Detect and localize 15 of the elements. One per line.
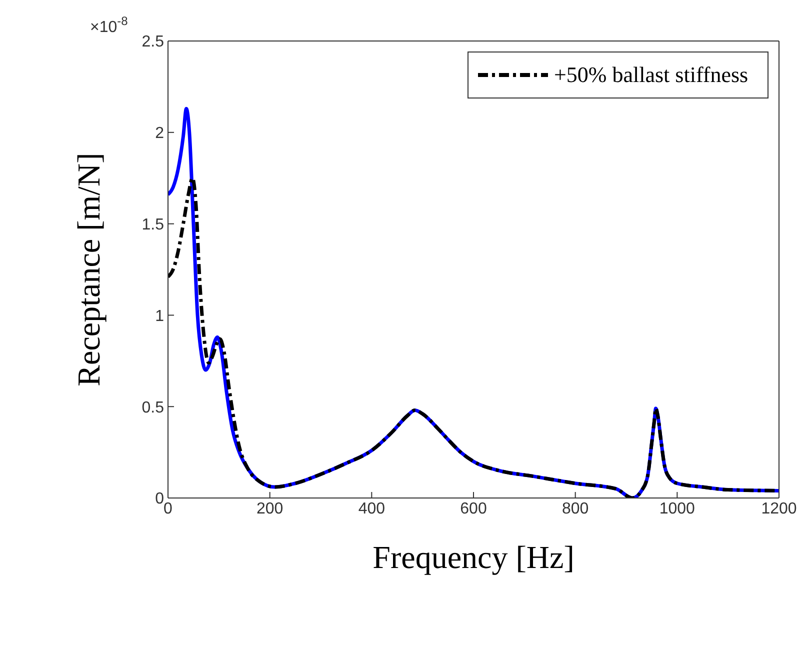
x-tick-label: 600 — [460, 500, 487, 518]
y-tick-label: 1 — [155, 308, 164, 325]
x-tick-label: 200 — [256, 500, 284, 518]
x-tick-label: 1200 — [761, 500, 797, 518]
legend-label: +50% ballast stiffness — [554, 62, 748, 87]
y-axis-title: Receptance [m/N] — [70, 152, 106, 386]
y-tick-label: 1.5 — [142, 216, 164, 234]
x-tick-label: 400 — [358, 500, 386, 518]
text: ×10$^{-8}$ — [90, 14, 128, 36]
x-tick-label: 1000 — [659, 500, 696, 518]
x-tick-label: 800 — [562, 500, 589, 518]
y-tick-label: 0.5 — [142, 399, 164, 416]
y-tick-label: 2 — [155, 125, 164, 142]
x-axis-title: Frequency [Hz] — [372, 539, 574, 575]
y-tick-label: 2.5 — [142, 34, 164, 51]
